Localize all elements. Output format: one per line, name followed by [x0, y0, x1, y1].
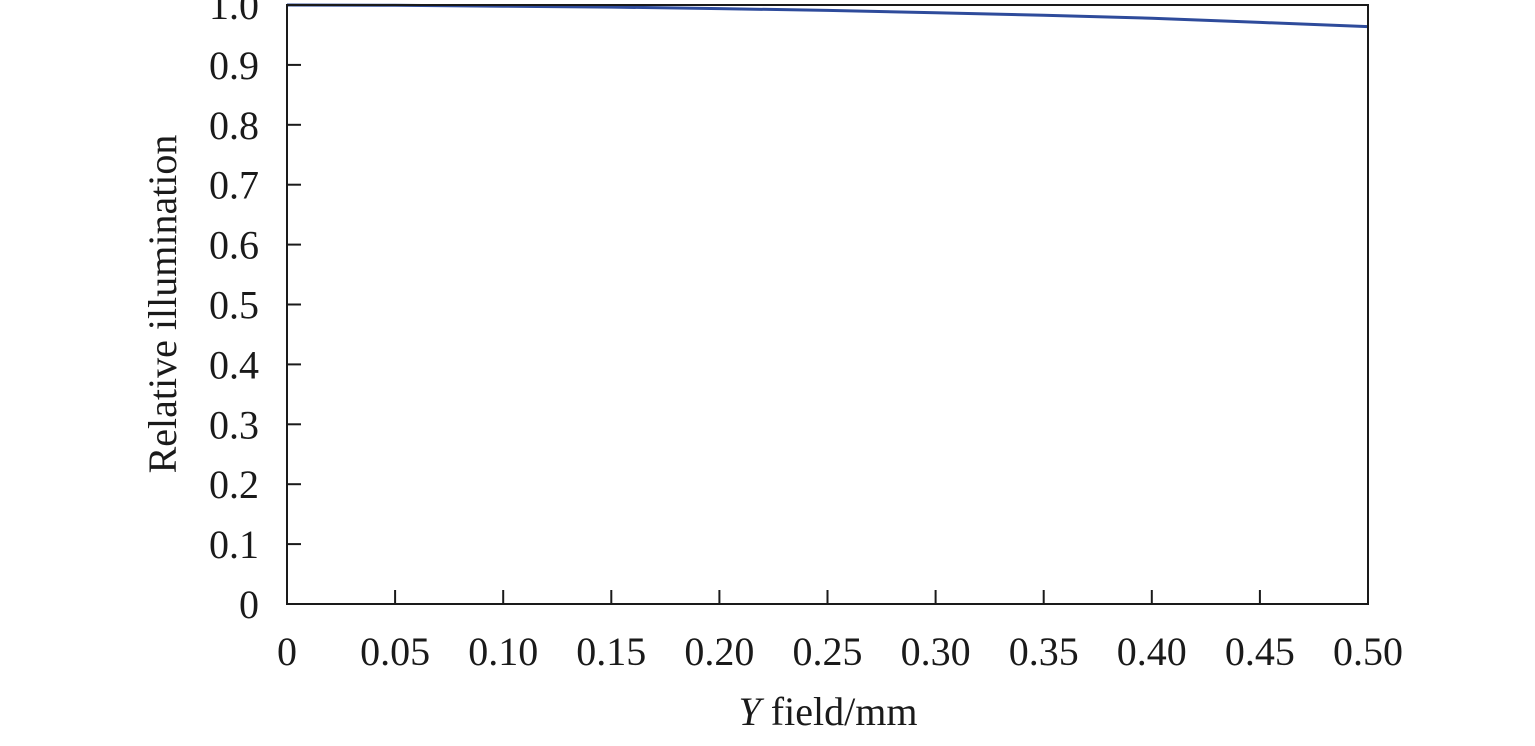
x-tick-label: 0.30: [901, 629, 971, 674]
series-layer: [286, 3, 1369, 29]
x-tick-label: 0.05: [360, 629, 430, 674]
y-tick-label: 0.5: [209, 283, 259, 328]
x-tick-label: 0.10: [468, 629, 538, 674]
x-tick-label: 0: [277, 629, 297, 674]
x-axis-title: Y field/mm: [739, 689, 918, 734]
y-tick-label: 0.3: [209, 402, 259, 447]
x-tick-label: 0.35: [1009, 629, 1079, 674]
y-axis-title: Relative illumination: [140, 135, 185, 474]
x-axis-title-variable: Y: [739, 689, 765, 734]
x-axis-title-text: field/mm: [761, 689, 918, 734]
series-line: [286, 3, 1369, 29]
x-tick-label: 0.45: [1225, 629, 1295, 674]
x-tick-label: 0.25: [793, 629, 863, 674]
axis-tick-labels: 0 0.05 0.10 0.15 0.20 0.25 0.30 0.35 0.40 0.45 0.5…: [209, 0, 1403, 674]
y-tick-label: 0.7: [209, 163, 259, 208]
plot-frame: [286, 4, 1369, 605]
y-tick-label: 0.6: [209, 223, 259, 268]
y-tick-label: 0.1: [209, 522, 259, 567]
y-tick-label: 0: [239, 582, 259, 627]
x-tick-label: 0.20: [684, 629, 754, 674]
x-tick-label: 0.50: [1333, 629, 1403, 674]
y-tick-label: 0.9: [209, 43, 259, 88]
x-tick-label: 0.40: [1117, 629, 1187, 674]
axis-ticks: [287, 63, 1261, 604]
y-tick-label: 0.4: [209, 342, 259, 387]
y-tick-label: 1.0: [209, 0, 259, 28]
y-tick-label: 0.8: [209, 103, 259, 148]
y-tick-label: 0.2: [209, 462, 259, 507]
x-tick-label: 0.15: [576, 629, 646, 674]
